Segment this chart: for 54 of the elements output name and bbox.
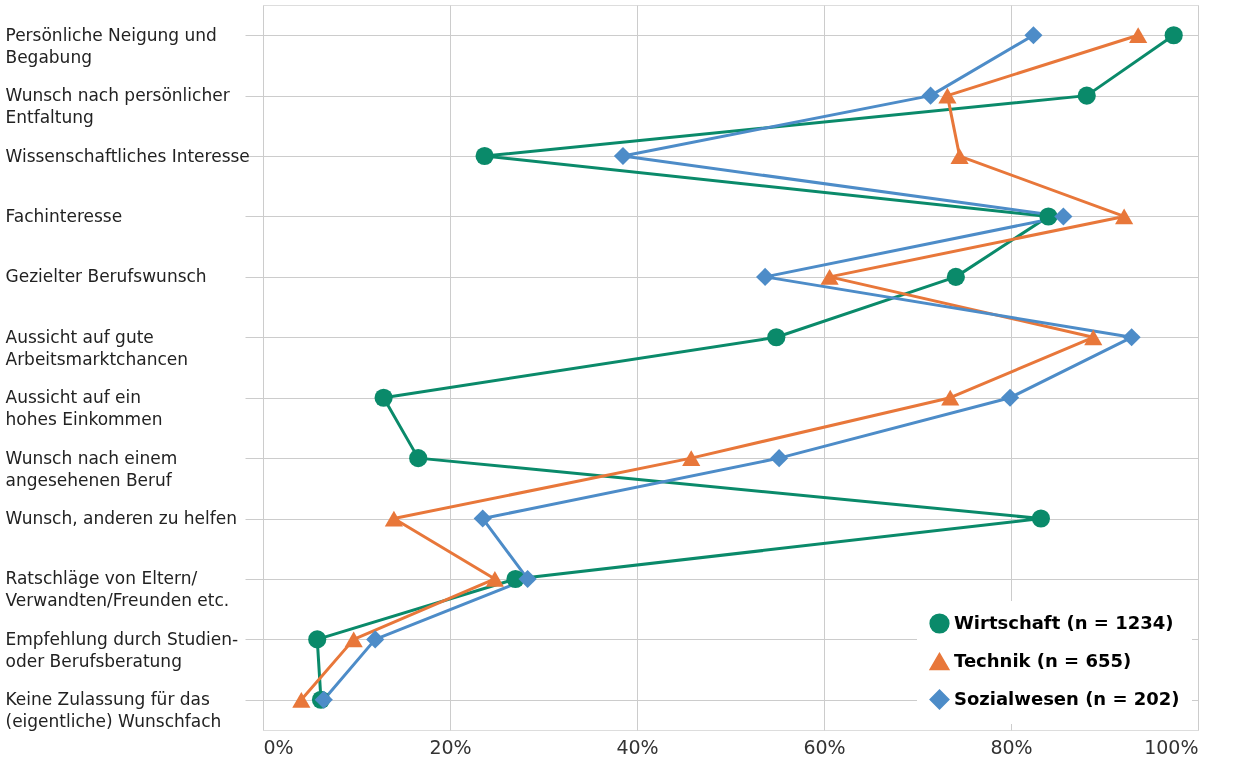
point	[1115, 208, 1134, 225]
point	[767, 328, 786, 347]
y-tick-label: Wunsch nach persönlicher Entfaltung	[5, 85, 230, 128]
point	[518, 569, 537, 589]
point	[473, 509, 492, 528]
y-tick-label: Keine Zulassung für das (eigentliche) Wunschfach	[5, 689, 222, 732]
x-tick-label: 20%	[429, 735, 472, 758]
point	[756, 267, 775, 286]
point	[1000, 388, 1020, 407]
point	[613, 146, 633, 166]
point	[292, 691, 311, 708]
y-tick-label: Wunsch, anderen zu helfen	[5, 508, 238, 529]
point	[1164, 26, 1183, 45]
legend-label: Wirtschaft (n = 1234)	[954, 611, 1174, 633]
point	[1031, 509, 1050, 528]
legend-label: Sozialwesen (n = 202)	[954, 687, 1180, 709]
point	[941, 389, 960, 406]
point	[1054, 207, 1073, 226]
point	[820, 269, 839, 285]
point	[485, 571, 504, 587]
y-tick-label: Aussicht auf ein hohes Einkommen	[5, 387, 163, 430]
point	[374, 388, 393, 407]
point	[366, 630, 385, 649]
point	[308, 630, 327, 649]
legend-label: Technik (n = 655)	[954, 649, 1132, 671]
point	[1024, 26, 1043, 45]
y-tick-label: Persönliche Neigung und Begabung	[5, 24, 217, 67]
y-tick-label: Fachinteresse	[5, 205, 123, 226]
y-tick-label: Wissenschaftliches Interesse	[5, 145, 250, 166]
point	[921, 86, 940, 105]
x-tick-label: 100%	[1144, 735, 1199, 758]
point	[950, 148, 969, 164]
y-tick-label: Gezielter Berufswunsch	[5, 266, 207, 287]
x-tick-label: 60%	[803, 735, 846, 758]
point	[475, 146, 494, 166]
point	[946, 267, 965, 286]
point	[1084, 329, 1103, 346]
point	[344, 631, 363, 648]
y-tick-label: Wunsch nach einem angesehenen Beruf	[5, 447, 178, 490]
x-tick-label: 40%	[616, 735, 659, 758]
x-tick-label: 80%	[990, 735, 1033, 758]
y-tick-label: Empfehlung durch Studien- oder Berufsberatung	[5, 628, 239, 671]
point	[1129, 27, 1148, 44]
point	[409, 449, 428, 468]
point	[770, 449, 789, 468]
y-tick-label: Ratschläge von Eltern/ Verwandten/Freunden etc.	[5, 568, 230, 611]
y-tick-label: Aussicht auf gute Arbeitsmarktchancen	[5, 326, 188, 369]
x-tick-label: 0%	[263, 735, 294, 758]
point	[384, 510, 403, 527]
point	[1039, 207, 1058, 226]
point	[1122, 328, 1141, 347]
point	[682, 450, 701, 466]
point	[1077, 86, 1096, 105]
point	[938, 87, 957, 104]
